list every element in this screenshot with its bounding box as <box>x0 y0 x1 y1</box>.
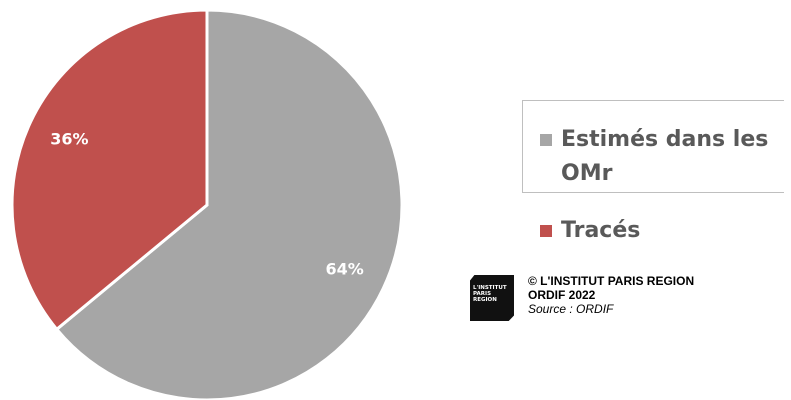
legend-item: Tracés <box>540 214 640 248</box>
legend-item: Estimés dans les OMr <box>540 123 785 191</box>
data-label: 36% <box>50 130 88 149</box>
data-label: 64% <box>325 259 363 278</box>
pie-slice <box>10 8 209 332</box>
logo: L'INSTITUT PARIS REGION <box>470 275 514 321</box>
legend-box <box>522 100 784 193</box>
legend-label: Estimés dans les OMr <box>561 127 769 186</box>
credits: © L'INSTITUT PARIS REGION ORDIF 2022 Sou… <box>528 274 694 316</box>
credit-line: © L'INSTITUT PARIS REGION <box>528 274 695 288</box>
legend-label: Tracés <box>561 218 641 243</box>
pie-slice <box>54 8 404 400</box>
legend-swatch <box>540 225 552 237</box>
credit-line: ORDIF 2022 <box>528 288 596 302</box>
source: Source : ORDIF <box>528 302 614 316</box>
legend-swatch <box>540 134 552 146</box>
